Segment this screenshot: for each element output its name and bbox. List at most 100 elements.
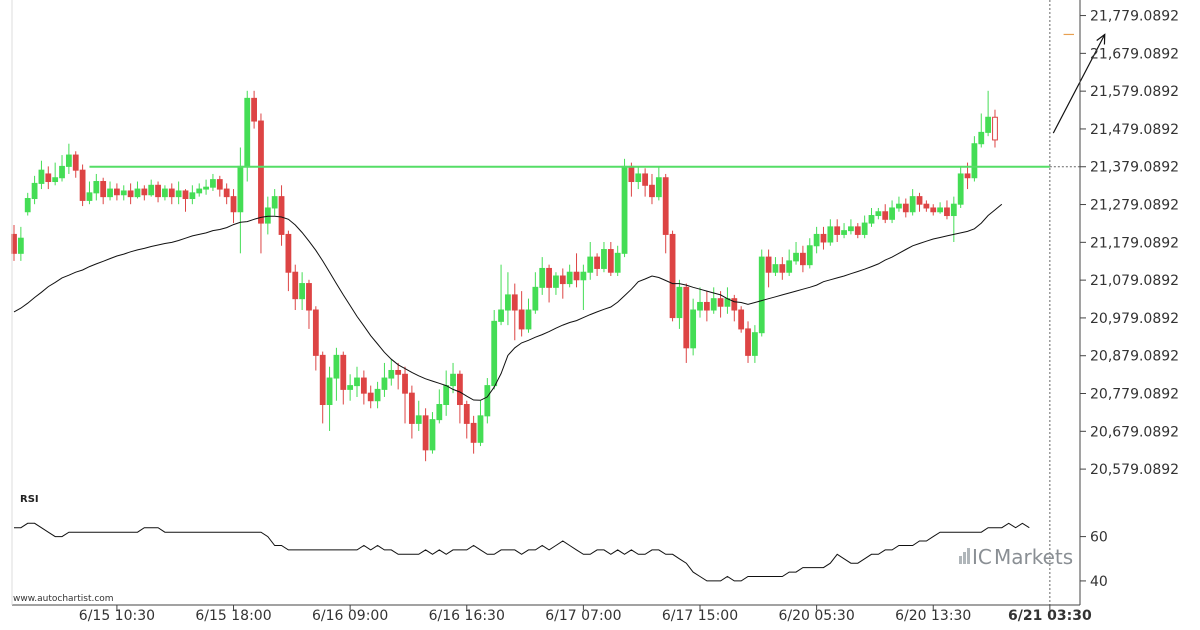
candle-body (882, 211, 889, 220)
axes-layer (11, 0, 1086, 610)
candle-body (374, 388, 381, 402)
candle-body (278, 196, 285, 235)
candle-body (244, 97, 251, 167)
candle-body (196, 188, 203, 194)
candle-body (793, 252, 799, 262)
candle-body (649, 184, 655, 198)
brand-markets-text: Markets (994, 545, 1073, 569)
candle-body (546, 267, 552, 288)
candle-body (402, 373, 408, 394)
candle-body (854, 226, 861, 235)
candle-body (86, 192, 93, 201)
candle-body (868, 215, 875, 224)
candle-body (93, 181, 100, 194)
candle-body (717, 298, 724, 307)
rsi-label: RSI (20, 494, 39, 505)
candle-body (65, 154, 72, 167)
candle-body (690, 309, 697, 349)
candle-body (978, 131, 985, 145)
candle-body (114, 188, 120, 196)
candle-body (360, 377, 367, 394)
candle-body (271, 196, 278, 209)
candle-body (168, 188, 175, 198)
candle-body (655, 177, 662, 198)
candle-body (306, 283, 312, 311)
y-tick-label: 21,179.0892 (1090, 235, 1179, 251)
x-axis-labels: 6/15 10:30 6/15 18:00 6/16 09:00 6/16 16:30… (79, 608, 1092, 624)
x-tick-label: 6/20 05:30 (779, 608, 855, 624)
candle-body (52, 177, 59, 183)
candle-body (258, 120, 264, 224)
candle-body (786, 260, 793, 273)
candle-body (751, 332, 758, 356)
x-tick-label: 6/17 15:00 (662, 608, 738, 624)
candle-body (621, 165, 628, 254)
x-tick-label: 6/15 18:00 (195, 608, 271, 624)
candle-body (210, 179, 216, 188)
x-tick-label: 6/16 09:00 (312, 608, 388, 624)
candle-body (319, 354, 326, 406)
candle-body (216, 179, 223, 190)
candle-body (285, 233, 292, 273)
candle-body (957, 173, 964, 205)
candle-body (38, 169, 45, 184)
rsi-panel: RSI (14, 494, 1030, 582)
candle-body (134, 188, 141, 198)
candle-body (292, 271, 299, 300)
candle-body (505, 294, 511, 311)
candle-body (354, 377, 360, 387)
candle-body (299, 283, 306, 300)
candle-body (203, 186, 209, 190)
candle-body (587, 256, 594, 273)
candle-body (429, 419, 436, 451)
candle-body (148, 184, 155, 196)
candle-body (580, 271, 587, 281)
y-tick-label: 21,679.0892 (1090, 46, 1179, 62)
y-tick-label: 20,679.0892 (1090, 424, 1179, 440)
candle-body (31, 182, 38, 200)
candle-body (498, 309, 504, 322)
candle-body (17, 237, 24, 254)
y-tick-label: 21,079.0892 (1090, 273, 1179, 289)
rsi-tick-label: 60 (1090, 530, 1108, 546)
y-tick-label: 21,379.0892 (1090, 160, 1179, 176)
candle-body (813, 233, 820, 247)
candle-body (902, 203, 909, 213)
candle-body (107, 188, 113, 198)
y-tick-label: 20,979.0892 (1090, 311, 1179, 327)
candle-body (916, 196, 923, 205)
candle-body (127, 190, 134, 198)
logo-bar-icon (967, 548, 970, 564)
candle-body (484, 385, 491, 417)
candle-body (738, 309, 745, 330)
candle-body (800, 252, 806, 266)
candle-body (367, 392, 374, 402)
x-tick-label: 6/16 16:30 (429, 608, 505, 624)
candle-body (923, 203, 930, 209)
candle-body (779, 264, 786, 273)
y-tick-label: 20,579.0892 (1090, 462, 1179, 478)
candle-body (944, 207, 950, 217)
candle-body (463, 404, 470, 424)
y-tick-label: 21,479.0892 (1090, 122, 1179, 138)
logo-bar-icon (959, 556, 962, 564)
y-tick-label: 20,879.0892 (1090, 349, 1179, 365)
candle-body (992, 116, 998, 141)
candles-layer (11, 90, 998, 462)
candle-body (662, 177, 669, 235)
candle-body (532, 286, 539, 311)
candle-body (175, 190, 182, 198)
candle-body (697, 301, 703, 311)
candle-body (772, 264, 779, 273)
candle-body (669, 233, 676, 319)
overlays-layer (13, 0, 1106, 605)
candle-body (765, 256, 772, 273)
candle-body (559, 275, 566, 285)
brand-logo: IC Markets (959, 545, 1073, 569)
candle-body (457, 373, 463, 406)
candle-body (937, 207, 944, 213)
candle-body (415, 415, 422, 424)
candle-body (347, 385, 354, 390)
candle-body (491, 320, 498, 387)
